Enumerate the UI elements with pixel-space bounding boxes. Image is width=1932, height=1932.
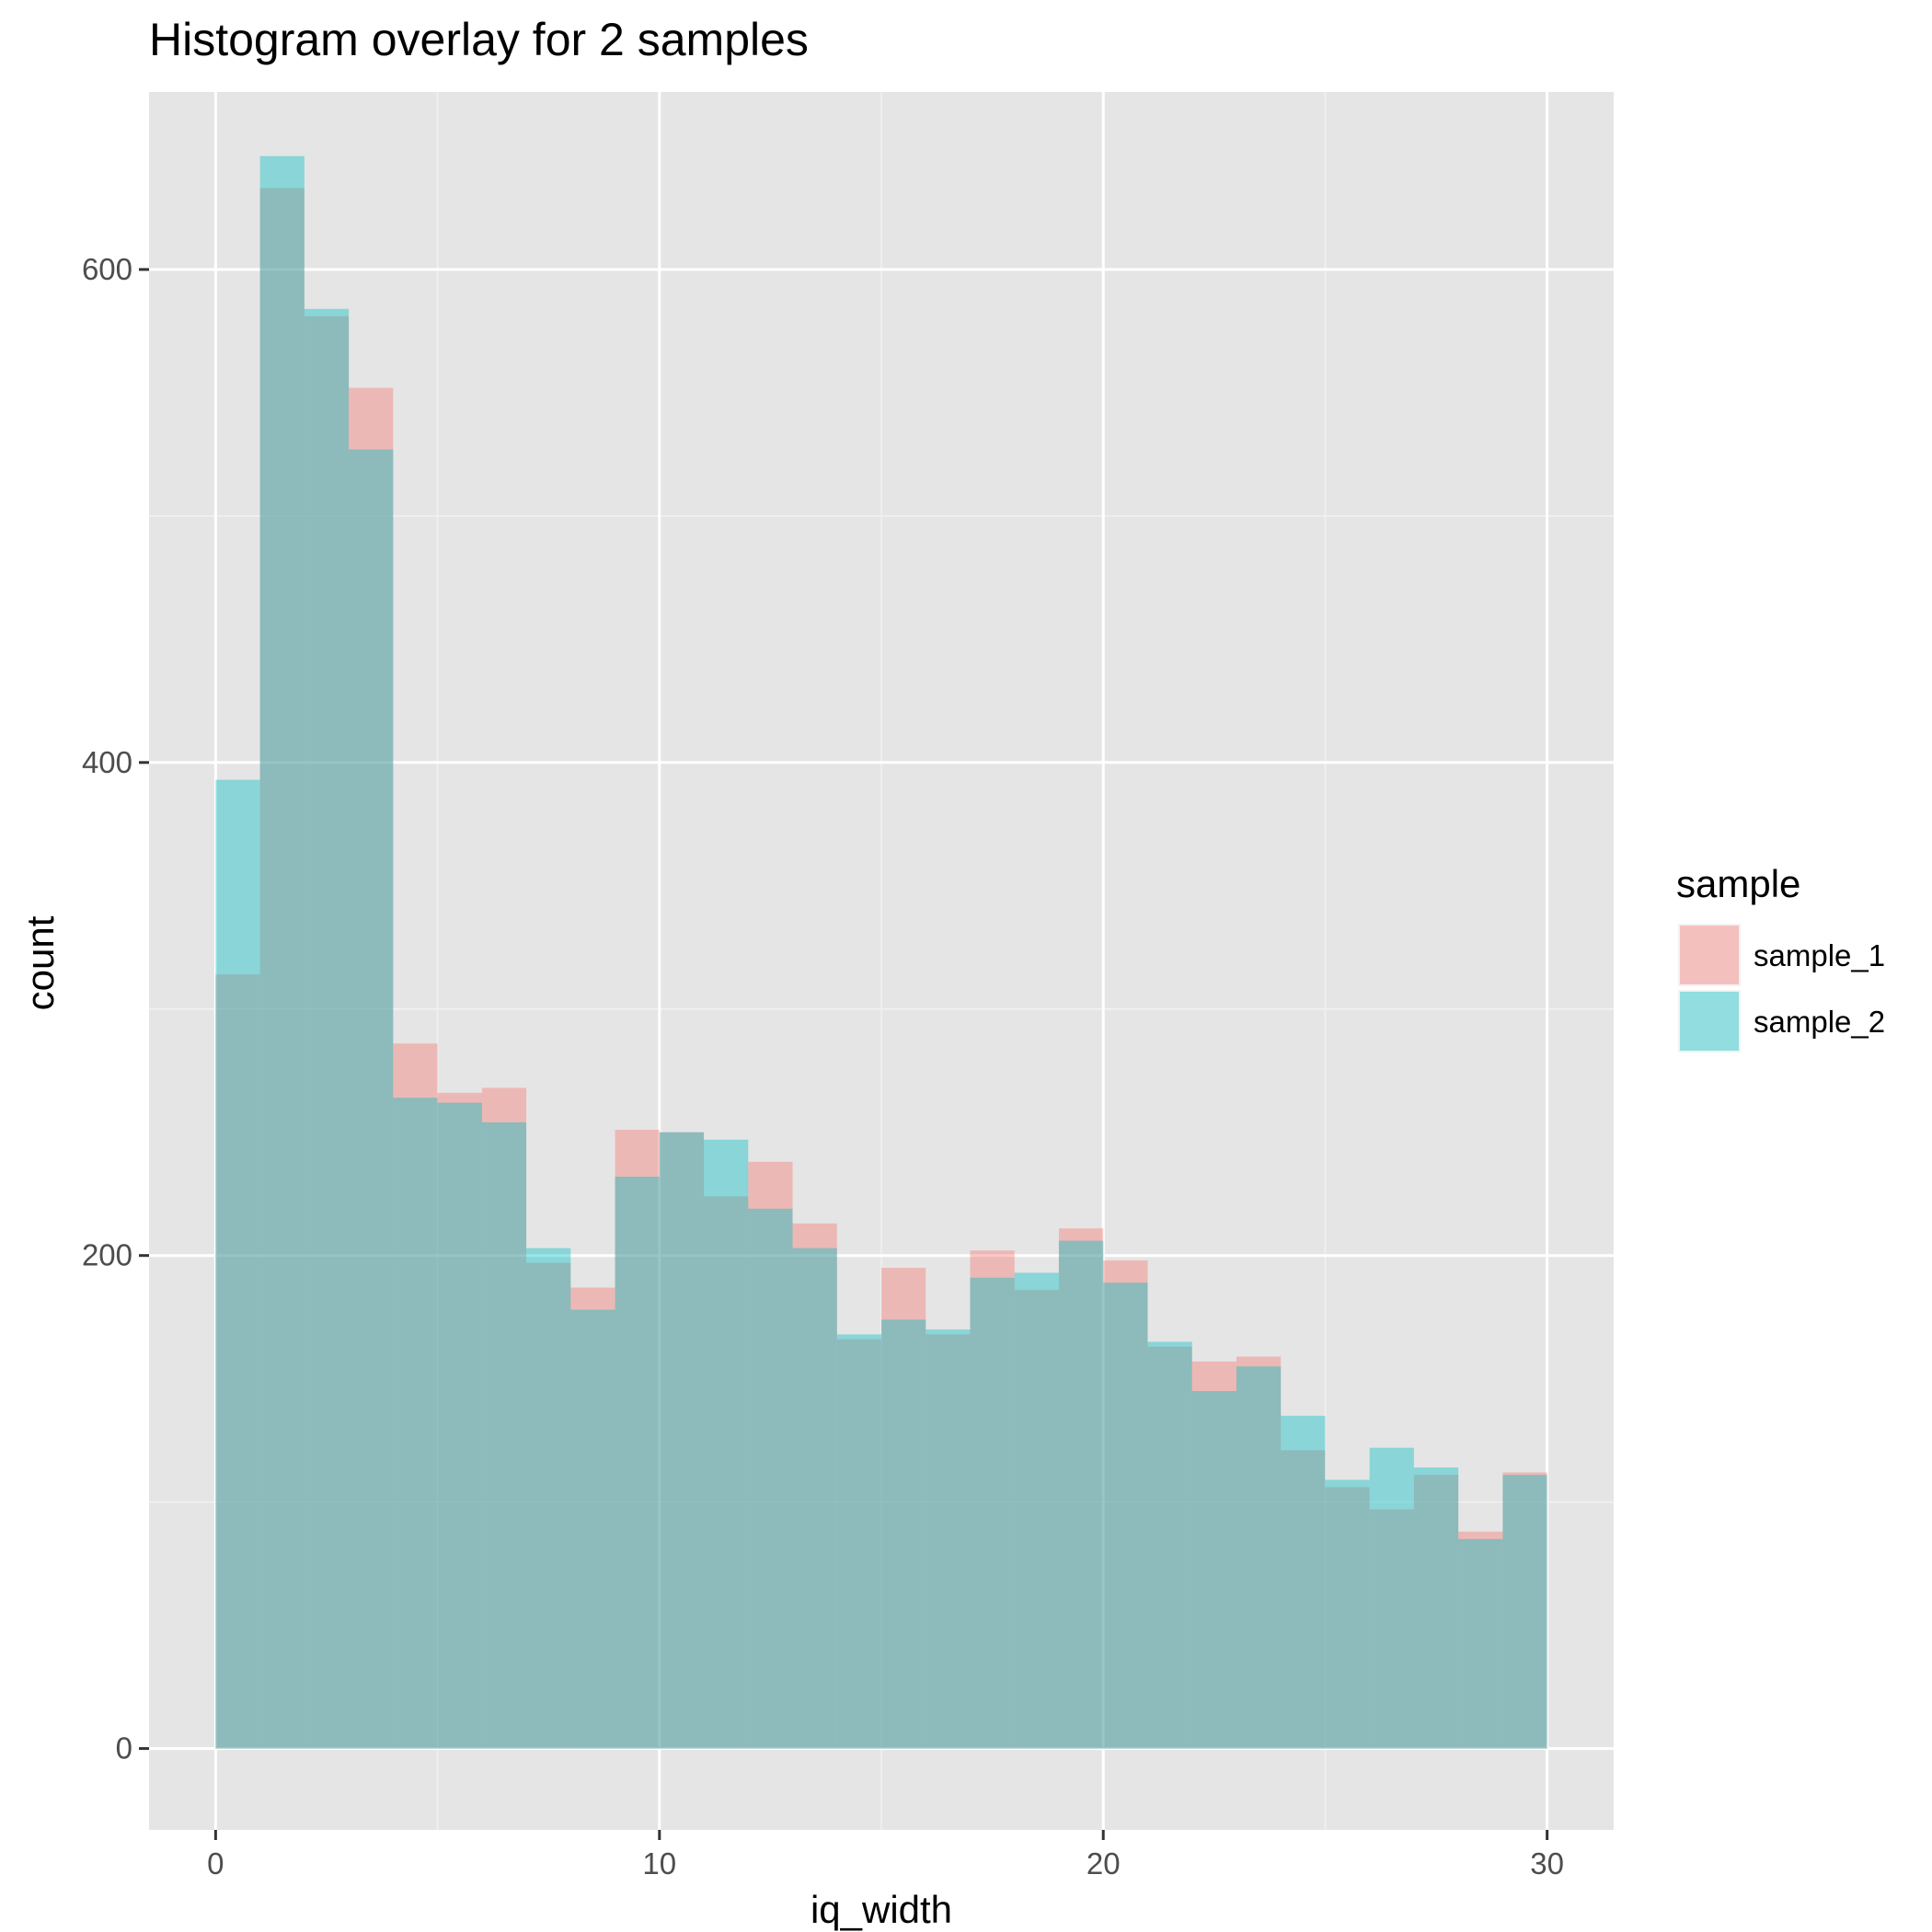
bar-sample_2-bin-13 [792, 1248, 837, 1749]
legend-items: sample_1 sample_2 [1678, 924, 1885, 1052]
bar-sample_1-bin-9 [615, 1130, 660, 1749]
legend-key-background [1678, 990, 1741, 1052]
x-tick-label: 10 [642, 1846, 676, 1880]
legend-label-sample_2: sample_2 [1754, 1005, 1885, 1039]
bar-sample_1-bin-3 [349, 387, 394, 1749]
bar-sample_2-bin-22 [1191, 1391, 1236, 1749]
bar-sample_1-bin-13 [792, 1223, 837, 1749]
bar-sample_1-bin-16 [926, 1334, 971, 1749]
bar-sample_2-bin-24 [1281, 1415, 1326, 1749]
legend-title: sample [1676, 862, 1800, 905]
bar-sample_1-bin-25 [1325, 1487, 1370, 1749]
bar-sample_1-bin-11 [704, 1196, 749, 1749]
bar-sample_1-bin-14 [836, 1339, 881, 1749]
bar-sample_1-bin-10 [659, 1132, 705, 1749]
x-axis-title: iq_width [811, 1888, 952, 1931]
bar-sample_1-bin-17 [970, 1250, 1015, 1749]
bar-sample_2-bin-26 [1369, 1447, 1414, 1749]
bar-sample_2-bin-3 [349, 449, 394, 1749]
bar-sample_1-bin-26 [1369, 1509, 1414, 1749]
bar-sample_1-bin-24 [1281, 1450, 1326, 1749]
bar-sample_1-bin-2 [304, 316, 350, 1749]
bar-sample_1-bin-18 [1014, 1290, 1059, 1749]
y-tick-label: 200 [82, 1238, 132, 1272]
y-tick-label: 400 [82, 745, 132, 779]
y-tick-label: 0 [116, 1731, 132, 1765]
bar-sample_1-bin-22 [1191, 1361, 1236, 1749]
bar-sample_2-bin-10 [659, 1132, 705, 1749]
bar-sample_2-bin-15 [881, 1319, 926, 1749]
bar-sample_2-bin-7 [526, 1248, 571, 1749]
legend-key-background [1678, 924, 1741, 986]
bar-sample_1-bin-15 [881, 1268, 926, 1749]
x-tick-label: 30 [1530, 1846, 1564, 1880]
bar-sample_2-bin-9 [615, 1176, 660, 1749]
x-axis: 0 10 20 30 [207, 1830, 1564, 1880]
bar-sample_2-bin-21 [1147, 1341, 1192, 1749]
chart-title: Histogram overlay for 2 samples [149, 14, 809, 65]
bar-sample_2-bin-0 [215, 779, 260, 1749]
bar-sample_2-bin-11 [704, 1139, 749, 1749]
legend: sample sample_1 sample_2 [1676, 862, 1885, 1052]
y-axis: 0 200 400 600 [82, 252, 149, 1765]
bar-sample_2-bin-25 [1325, 1479, 1370, 1749]
bar-sample_1-bin-7 [526, 1262, 571, 1749]
bar-sample_1-bin-6 [481, 1087, 527, 1749]
bar-sample_2-bin-20 [1103, 1282, 1148, 1749]
x-tick-label: 20 [1087, 1846, 1121, 1880]
bar-sample_1-bin-21 [1147, 1346, 1192, 1749]
legend-swatch-sample_1 [1680, 926, 1739, 984]
bar-sample_2-bin-28 [1458, 1538, 1503, 1749]
legend-swatch-sample_2 [1680, 992, 1739, 1051]
bar-sample_2-bin-6 [481, 1122, 527, 1749]
bar-sample_1-bin-23 [1236, 1356, 1282, 1749]
bar-sample_2-bin-17 [970, 1277, 1015, 1749]
bar-sample_2-bin-12 [748, 1208, 793, 1749]
bar-sample_2-bin-16 [926, 1329, 971, 1749]
bar-sample_1-bin-1 [259, 188, 305, 1749]
bar-sample_2-bin-27 [1413, 1467, 1459, 1749]
bar-sample_1-bin-4 [393, 1043, 438, 1749]
bar-sample_2-bin-1 [259, 155, 305, 1749]
bar-sample_2-bin-23 [1236, 1366, 1282, 1749]
bar-sample_1-bin-20 [1103, 1260, 1148, 1749]
bar-sample_2-bin-5 [437, 1102, 482, 1749]
bar-sample_2-bin-19 [1058, 1240, 1104, 1749]
legend-label-sample_1: sample_1 [1754, 938, 1885, 972]
bar-sample_2-bin-8 [570, 1309, 615, 1749]
bar-sample_2-bin-4 [393, 1098, 438, 1749]
bar-sample_1-bin-0 [215, 974, 260, 1749]
bar-sample_2-bin-29 [1502, 1475, 1547, 1749]
histogram-bars [215, 155, 1547, 1749]
major-gridlines [149, 92, 1614, 1830]
x-tick-label: 0 [207, 1846, 224, 1880]
bar-sample_1-bin-28 [1458, 1531, 1503, 1749]
bar-sample_2-bin-2 [304, 308, 350, 1749]
bar-sample_1-bin-5 [437, 1092, 482, 1749]
bar-sample_1-bin-29 [1502, 1472, 1547, 1749]
bar-sample_2-bin-18 [1014, 1272, 1059, 1749]
minor-gridlines [149, 92, 1614, 1830]
bar-sample_2-bin-14 [836, 1334, 881, 1749]
bar-sample_1-bin-8 [570, 1287, 615, 1749]
y-tick-label: 600 [82, 252, 132, 286]
bar-sample_1-bin-27 [1413, 1475, 1459, 1749]
bar-sample_1-bin-12 [748, 1161, 793, 1749]
y-axis-title: count [18, 915, 62, 1010]
bar-sample_1-bin-19 [1058, 1228, 1104, 1749]
